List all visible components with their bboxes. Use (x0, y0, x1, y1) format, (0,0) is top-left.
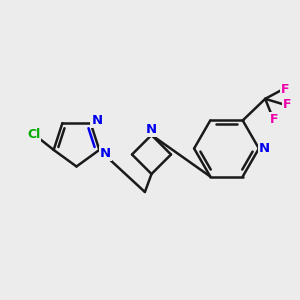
Text: Cl: Cl (27, 128, 40, 141)
Text: F: F (270, 113, 278, 126)
Text: N: N (259, 142, 270, 155)
Text: N: N (100, 147, 111, 160)
Text: N: N (146, 123, 157, 136)
Text: F: F (281, 83, 289, 96)
Text: F: F (283, 98, 292, 111)
Text: N: N (91, 114, 103, 127)
